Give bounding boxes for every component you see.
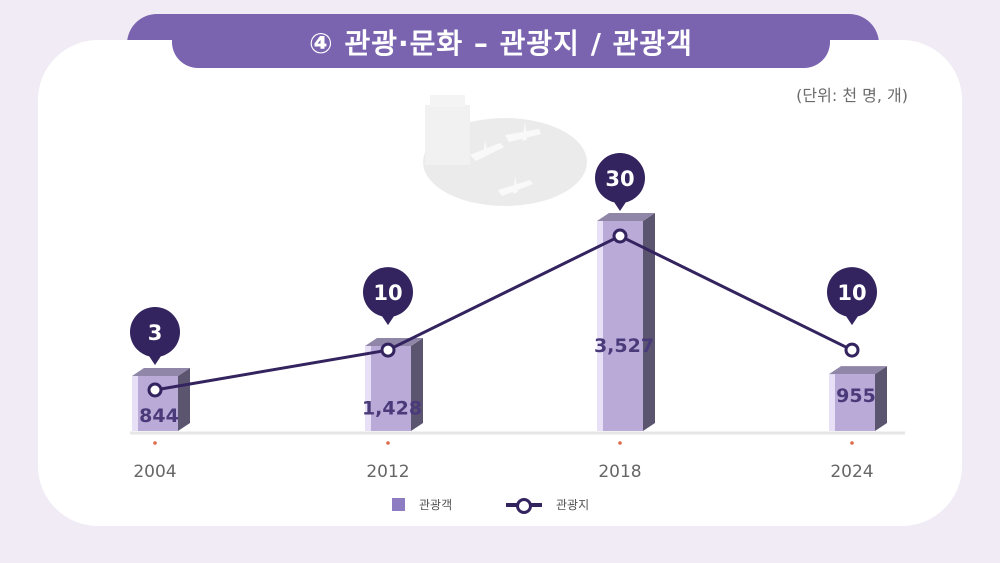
bubble-circle bbox=[130, 307, 180, 357]
tick-dot bbox=[850, 441, 854, 445]
legend-bar-swatch bbox=[392, 498, 405, 511]
bubble-value-label: 3 bbox=[148, 321, 163, 345]
category-label: 2004 bbox=[133, 462, 176, 482]
bubble-pointer bbox=[380, 313, 396, 326]
bar-front bbox=[597, 221, 643, 431]
bar-front bbox=[365, 345, 411, 431]
callout-bubble: 10 bbox=[363, 267, 413, 326]
legend-bar-label: 관광객 bbox=[419, 498, 453, 512]
bubble-value-label: 10 bbox=[373, 281, 402, 305]
callout-bubble: 30 bbox=[595, 153, 645, 211]
bar-highlight bbox=[132, 376, 138, 431]
legend: 관광객 관광지 bbox=[0, 496, 1000, 518]
callout-bubble: 3 bbox=[130, 307, 180, 365]
category-label: 2024 bbox=[830, 462, 873, 482]
bubble-circle bbox=[363, 267, 413, 318]
bubble-pointer bbox=[844, 313, 860, 326]
bar-front bbox=[829, 374, 875, 431]
bar-top bbox=[132, 368, 190, 376]
tick-dot bbox=[618, 441, 622, 445]
category-label: 2012 bbox=[366, 462, 409, 482]
bar-2024 bbox=[829, 366, 887, 431]
page-title: ④ 관광·문화 – 관광지 / 관광객 bbox=[172, 16, 830, 68]
line-point bbox=[612, 228, 628, 244]
legend-line-label: 관광지 bbox=[556, 498, 590, 512]
bubble-pointer bbox=[612, 199, 628, 211]
bubble-circle bbox=[827, 267, 877, 318]
legend-line-swatch bbox=[506, 497, 542, 514]
bar-highlight bbox=[597, 221, 603, 431]
bar-highlight bbox=[829, 374, 835, 431]
unit-label: (단위: 천 명, 개) bbox=[796, 86, 908, 105]
bar-side bbox=[411, 337, 423, 431]
bars-layer bbox=[132, 213, 887, 431]
line-point bbox=[380, 342, 396, 358]
category-label: 2018 bbox=[598, 462, 641, 482]
tick-dot bbox=[153, 441, 157, 445]
bar-side bbox=[178, 368, 190, 431]
bubble-value-label: 30 bbox=[605, 167, 634, 191]
line-point bbox=[844, 342, 860, 358]
callout-bubble: 10 bbox=[827, 267, 877, 326]
bar-highlight bbox=[365, 345, 371, 431]
bar-value-label: 955 bbox=[836, 385, 876, 407]
labels-layer: 844 2004 1,428 2012 3,527 2018 955 2024 bbox=[133, 335, 875, 482]
legend-item-visitors: 관광객 bbox=[392, 496, 452, 513]
bar-side bbox=[875, 366, 887, 431]
line-layer: 3 10 30 10 bbox=[130, 153, 877, 398]
tick-dot bbox=[386, 441, 390, 445]
bar-2018 bbox=[597, 213, 655, 431]
bar-side bbox=[643, 213, 655, 431]
bubble-pointer bbox=[147, 353, 163, 365]
bubble-circle bbox=[595, 153, 645, 203]
background-illustration bbox=[423, 95, 587, 206]
bar-value-label: 1,428 bbox=[362, 397, 422, 419]
bubble-value-label: 10 bbox=[837, 281, 866, 305]
line-series-path bbox=[154, 234, 853, 392]
legend-item-sites: 관광지 bbox=[506, 496, 590, 514]
bar-value-label: 3,527 bbox=[594, 335, 654, 357]
line-point bbox=[147, 382, 163, 398]
bar-value-label: 844 bbox=[139, 405, 179, 427]
bar-top bbox=[597, 213, 655, 221]
bar-2012 bbox=[365, 337, 423, 431]
bar-top bbox=[829, 366, 887, 375]
